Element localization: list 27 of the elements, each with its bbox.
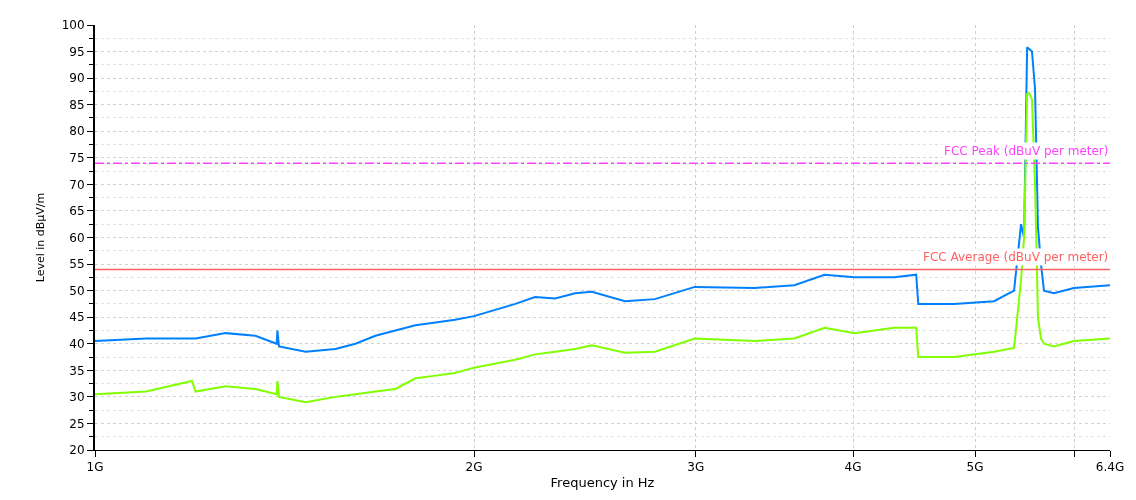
- y-tick-label: 35: [69, 363, 85, 378]
- y-tick-label: 25: [69, 416, 85, 431]
- ref-line-label: FCC Average (dBuV per meter): [923, 250, 1109, 264]
- ref-line-label: FCC Peak (dBuV per meter): [944, 144, 1109, 158]
- y-tick-label: 90: [69, 71, 85, 86]
- x-tick-label: 3G: [687, 460, 705, 475]
- y-tick-label: 65: [69, 204, 85, 219]
- x-tick-label: 4G: [844, 460, 862, 475]
- y-tick-label: 80: [69, 124, 85, 139]
- y-tick-label: 30: [69, 390, 85, 405]
- y-tick-label: 95: [69, 44, 85, 59]
- x-tick-label: 1G: [86, 460, 104, 475]
- y-tick-label: 70: [69, 177, 85, 192]
- y-tick-label: 45: [69, 310, 85, 325]
- y-tick-label: 20: [69, 443, 85, 458]
- y-tick-label: 100: [61, 18, 85, 33]
- x-tick-label: 5G: [966, 460, 984, 475]
- y-tick-label: 85: [69, 97, 85, 112]
- x-axis-title: Frequency in Hz: [550, 475, 655, 490]
- x-tick-label: 6.4G: [1095, 460, 1125, 475]
- y-tick-label: 50: [69, 283, 85, 298]
- y-axis-title: Level in dBµV/m: [33, 192, 47, 283]
- y-tick-label: 40: [69, 336, 85, 351]
- y-tick-label: 55: [69, 257, 85, 272]
- x-tick-label: 2G: [465, 460, 483, 475]
- y-tick-label: 75: [69, 151, 85, 166]
- y-tick-label: 60: [69, 230, 85, 245]
